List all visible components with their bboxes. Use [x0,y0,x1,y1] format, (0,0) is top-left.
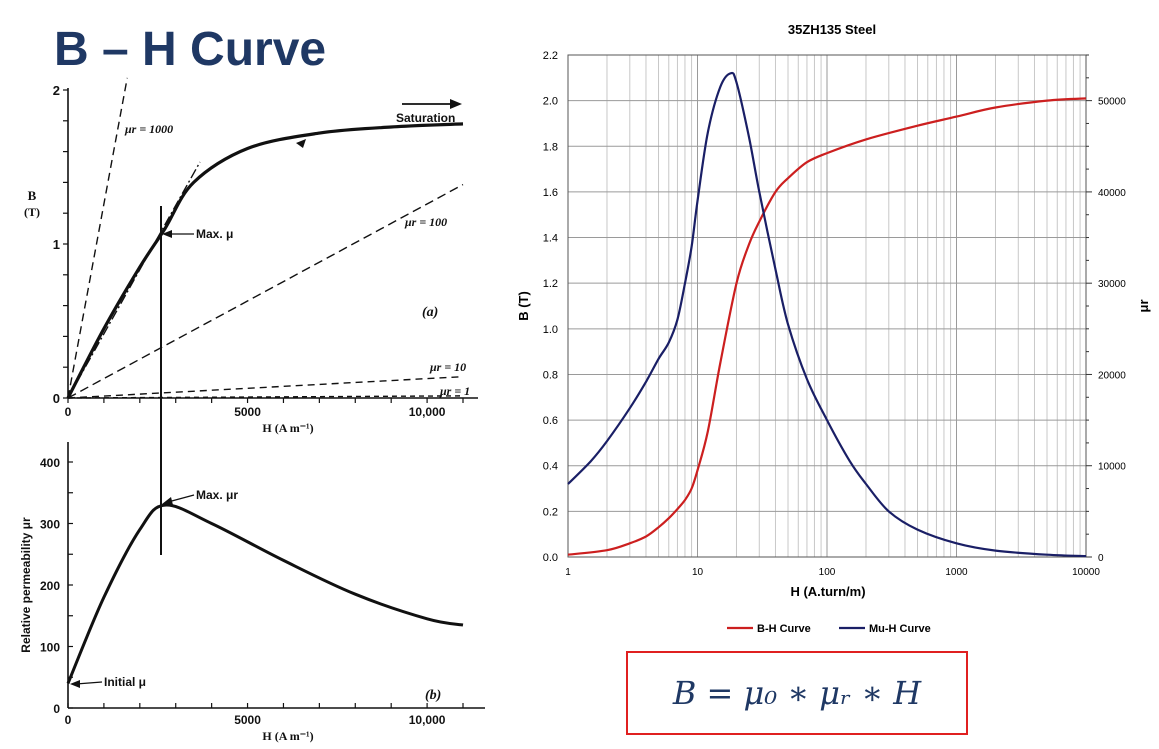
y2-tick-label: 30000 [1098,279,1126,290]
panel-a-x-tick-label: 5000 [234,405,261,419]
bh-curve-line [66,122,464,399]
panel-b-x-tick-label: 0 [65,713,72,727]
x-tick-label: 10000 [1072,567,1100,578]
panel-b-x-tick-label: 10,000 [409,713,446,727]
steel-chart: 35ZH135 Steel 0.0 0.2 0.4 0.6 0.8 1.0 1.2 1.4 1.… [516,22,1151,635]
y-tick-label: 1.4 [543,233,558,245]
steel-chart-marks [567,71,1087,558]
panel-b-marks [66,503,464,684]
panel-a-xlabel: H (A m⁻¹) [262,421,313,435]
panel-a-tag: (a) [422,305,438,320]
y-tick-label: 1.8 [543,141,558,153]
panel-b-x-tick-label: 5000 [234,713,261,727]
formula-text: B = μ₀ ∗ μᵣ ∗ H [672,674,922,712]
mu-curve-line [66,503,464,684]
steel-chart-title: 35ZH135 Steel [788,22,876,37]
steel-chart-grid [567,54,1087,558]
panel-b-y-tick-label: 400 [40,456,60,470]
max-mu-arrowhead [162,230,172,238]
y-tick-label: 1.6 [543,187,558,199]
panel-a-x-tick-label: 10,000 [409,405,446,419]
x-tick-label: 100 [819,567,836,578]
initial-mu-arrowhead [70,680,80,688]
reference-line-mur [67,395,464,399]
max-mu-label: Max. μ [196,227,233,241]
y-tick-label: 2.2 [543,50,558,62]
saturation-label: Saturation [396,111,455,125]
initial-mu-pointer [75,681,103,685]
panel-b-xlabel: H (A m⁻¹) [262,729,313,743]
y2-tick-label: 20000 [1098,370,1126,381]
panel-b-ticks: 0 5000 10,000 0 100 200 300 400 [40,442,485,727]
reference-line-label: μr = 1000 [124,122,173,136]
mu-h-curve-line [567,71,1087,558]
bh-panel-a: B H (A m⁻¹) 0 5000 10,000 0 1 2 (T) μr = 1000… [24,77,478,435]
reference-line-label: μr = 10 [429,360,466,374]
slide-title: B – H Curve [54,23,327,76]
panel-a-annotations: μr = 1000 μr = 100 μr = 10 μr = 1 Saturation… [124,99,470,398]
panel-b-annotations: Max. μr Initial μ (b) [70,488,441,703]
panel-a-y-tick-label: 0 [53,391,60,406]
bh-curve-arrow [296,139,306,148]
panel-a-x-tick-label: 0 [65,405,72,419]
x-tick-label: 1000 [945,567,968,578]
reference-line-mur [67,183,464,399]
max-mur-arrowhead [162,497,173,505]
panel-b-y-tick-label: 0 [53,702,60,716]
max-mur-pointer [167,494,195,503]
initial-mu-label: Initial μ [104,675,146,689]
y-tick-label: 1.2 [543,278,558,290]
steel-chart-legend: B-H Curve Mu-H Curve [727,623,931,635]
steel-chart-xlabel: H (A.turn/m) [790,584,865,599]
panel-a-marks: (T) [24,77,464,399]
x-tick-label: 10 [692,567,704,578]
steel-chart-ylabel: B (T) [516,291,531,321]
panel-a-ylabel: B [28,188,37,203]
y2-tick-label: 50000 [1098,97,1126,108]
steel-chart-y2label: μr [1136,299,1151,312]
saturation-arrowhead [450,99,462,109]
panel-b-ylabel: Relative permeability μr [19,517,33,653]
reference-line-mur [67,77,128,399]
y2-tick-label: 10000 [1098,462,1126,473]
panel-a-y-tick-label: 2 [53,83,60,98]
reference-line-label: μr = 1 [439,384,470,398]
formula-box: B = μ₀ ∗ μᵣ ∗ H [626,651,968,735]
b-h-curve-line [567,97,1087,556]
panel-a-ticks: 0 5000 10,000 0 1 2 [53,83,478,419]
y-tick-label: 0.6 [543,415,558,427]
panel-b-tag: (b) [425,688,441,703]
max-mur-label: Max. μr [196,488,238,502]
mu-panel-b: Relative permeability μr H (A m⁻¹) 0 5000… [19,442,485,743]
y-tick-label: 0.2 [543,506,558,518]
y-tick-label: 0.8 [543,369,558,381]
panel-b-y-tick-label: 200 [40,579,60,593]
y-tick-label: 1.0 [543,324,558,336]
reference-line-mur [67,375,464,399]
reference-line-label: μr = 100 [404,215,447,229]
y2-tick-label: 0 [1098,553,1104,564]
y2-tick-label: 40000 [1098,188,1126,199]
y-tick-label: 0.4 [543,461,558,473]
x-tick-label: 1 [565,567,571,578]
panel-b-y-tick-label: 100 [40,641,60,655]
panel-a-y-tick-label: 1 [53,237,60,252]
panel-b-y-tick-label: 300 [40,518,60,532]
legend-label: B-H Curve [757,623,811,635]
steel-chart-ticks: 0.0 0.2 0.4 0.6 0.8 1.0 1.2 1.4 1.6 1.8 2.0 2.2 1 10 1… [543,50,1127,578]
y-tick-label: 0.0 [543,552,558,564]
legend-label: Mu-H Curve [869,623,931,635]
panel-a-ylabel-unit: (T) [24,205,40,219]
y-tick-label: 2.0 [543,96,558,108]
